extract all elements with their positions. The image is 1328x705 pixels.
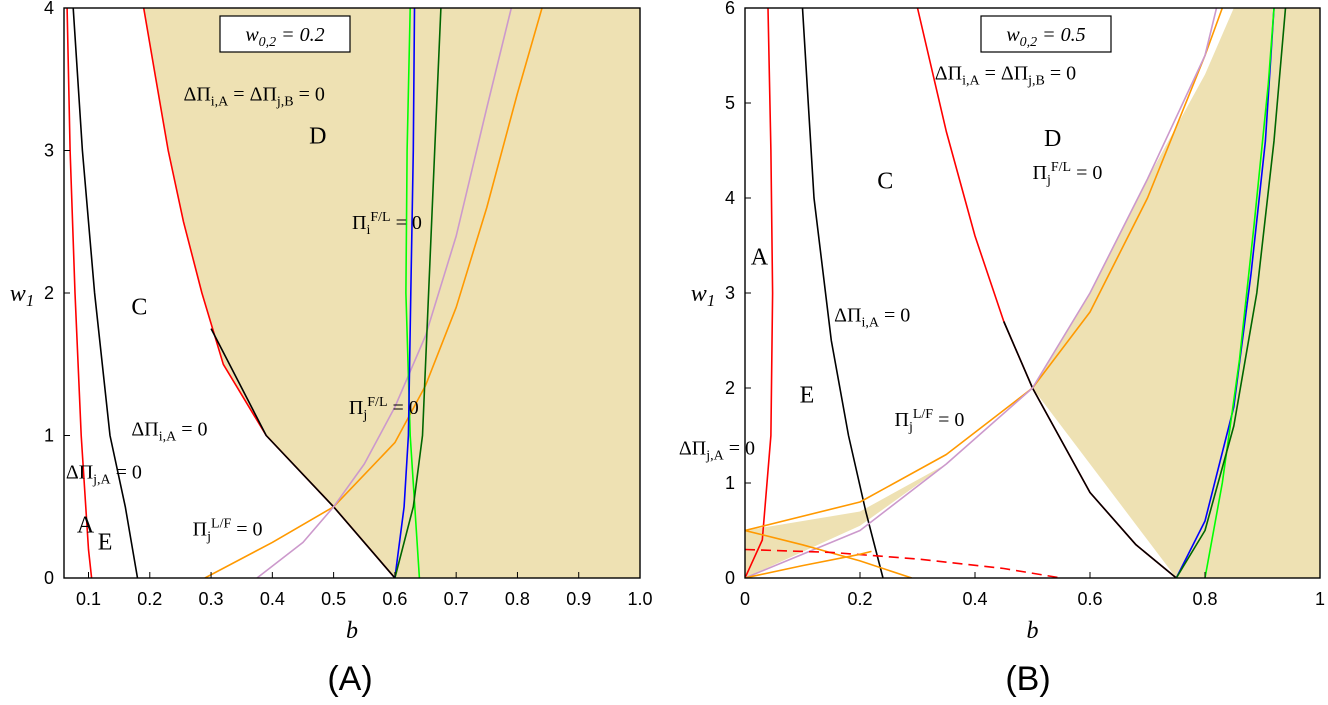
series-line-1 (745, 8, 774, 578)
x-axis-label: b (346, 618, 358, 644)
y-tick-label: 1 (725, 473, 735, 493)
series-line-6 (745, 8, 1218, 578)
curve-annotation: ΠjF/L = 0 (349, 395, 419, 423)
series-line-8 (745, 548, 1062, 578)
series-line-11 (1204, 8, 1275, 578)
series-line-4 (1003, 321, 1177, 578)
x-tick-label: 0.8 (1192, 589, 1217, 609)
series-line-7 (405, 8, 421, 578)
parameter-box (980, 15, 1112, 53)
region-label: C (131, 294, 147, 320)
series-line-9 (745, 550, 872, 578)
x-tick-label: 1.0 (627, 589, 652, 609)
curve-annotation: ΔΠj,A = 0 (679, 438, 755, 464)
region-label: A (751, 245, 769, 271)
x-tick-label: 0.8 (505, 589, 530, 609)
y-tick-label: 1 (44, 426, 54, 446)
parameter-box-label: w0,2 = 0.2 (245, 24, 324, 50)
series-line-6 (256, 8, 513, 578)
region-label: D (309, 123, 326, 149)
x-tick-label: 0.1 (76, 589, 101, 609)
y-axis-label: w1 (10, 281, 34, 310)
series-line-4 (210, 328, 396, 578)
panel-b: 0 0.2 0.4 0.6 0.8 1 0 1 2 3 4 5 6 b w1 w0,2 = 0.5 ΔΠi,A … (679, 0, 1325, 698)
curve-annotation: ΔΠi,A = ΔΠj,B = 0 (935, 62, 1076, 88)
x-tick-label: 0.2 (847, 589, 872, 609)
y-tick-label: 2 (725, 378, 735, 398)
region-label: C (877, 169, 893, 195)
shaded-region (745, 8, 1320, 578)
curve-annotation: ΠiF/L = 0 (352, 210, 422, 238)
x-tick-label: 0.3 (199, 589, 224, 609)
series-line-1 (66, 8, 93, 578)
y-tick-label: 0 (725, 568, 735, 588)
shaded-region (143, 8, 640, 578)
curve-annotation: ΔΠi,A = 0 (834, 305, 910, 331)
curve-annotation: ΠjL/F = 0 (193, 516, 263, 544)
parameter-box-label: w0,2 = 0.5 (1006, 24, 1085, 50)
region-label: E (98, 530, 113, 556)
x-tick-label: 0.2 (137, 589, 162, 609)
series-line-2 (801, 8, 884, 578)
panel-caption: (B) (1005, 660, 1050, 698)
region-label: E (800, 382, 815, 408)
curve-annotation: ΠjL/F = 0 (895, 407, 965, 435)
x-tick-label: 0.9 (566, 589, 591, 609)
curve-annotation: ΔΠi,A = 0 (131, 419, 207, 445)
y-tick-label: 2 (44, 283, 54, 303)
series-line-5 (745, 8, 1224, 532)
x-tick-label: 0.4 (962, 589, 987, 609)
y-tick-label: 3 (725, 283, 735, 303)
x-tick-label: 0.5 (321, 589, 346, 609)
y-tick-label: 3 (44, 141, 54, 161)
y-axis-label: w1 (691, 281, 715, 310)
x-tick-label: 0.4 (260, 589, 285, 609)
series-line-10 (1175, 8, 1275, 578)
plot-area (66, 8, 640, 578)
y-tick-label: 6 (725, 0, 735, 18)
series-line-9 (394, 8, 442, 578)
x-axis-label: b (1027, 618, 1039, 644)
curve-annotation: ΔΠi,A = ΔΠj,B = 0 (183, 84, 324, 110)
y-tick-label: 4 (44, 0, 54, 18)
y-tick-label: 5 (725, 93, 735, 113)
series-line-8 (394, 8, 416, 578)
panel-a: 0.1 0.2 0.3 0.4 0.5 0.6 0.7 0.8 0.9 1.0 0 1 2 3 4 b w1 w0… (10, 0, 653, 698)
curve-annotation: ΠjF/L = 0 (1033, 160, 1103, 188)
region-label: A (77, 512, 95, 538)
y-tick-label: 4 (725, 188, 735, 208)
x-tick-label: 0.7 (444, 589, 469, 609)
x-tick-label: 1 (1315, 589, 1325, 609)
x-tick-label: 0.6 (1077, 589, 1102, 609)
region-label: D (1044, 126, 1061, 152)
series-line-5 (204, 8, 543, 578)
plot-area (745, 8, 1320, 578)
x-tick-label: 0.6 (382, 589, 407, 609)
x-tick-label: 0 (740, 589, 750, 609)
curve-annotation: ΔΠj,A = 0 (66, 461, 142, 487)
series-line-2 (72, 8, 139, 578)
parameter-box (219, 15, 351, 53)
y-tick-label: 0 (44, 568, 54, 588)
panel-caption: (A) (327, 660, 372, 698)
series-line-12 (1175, 8, 1287, 578)
